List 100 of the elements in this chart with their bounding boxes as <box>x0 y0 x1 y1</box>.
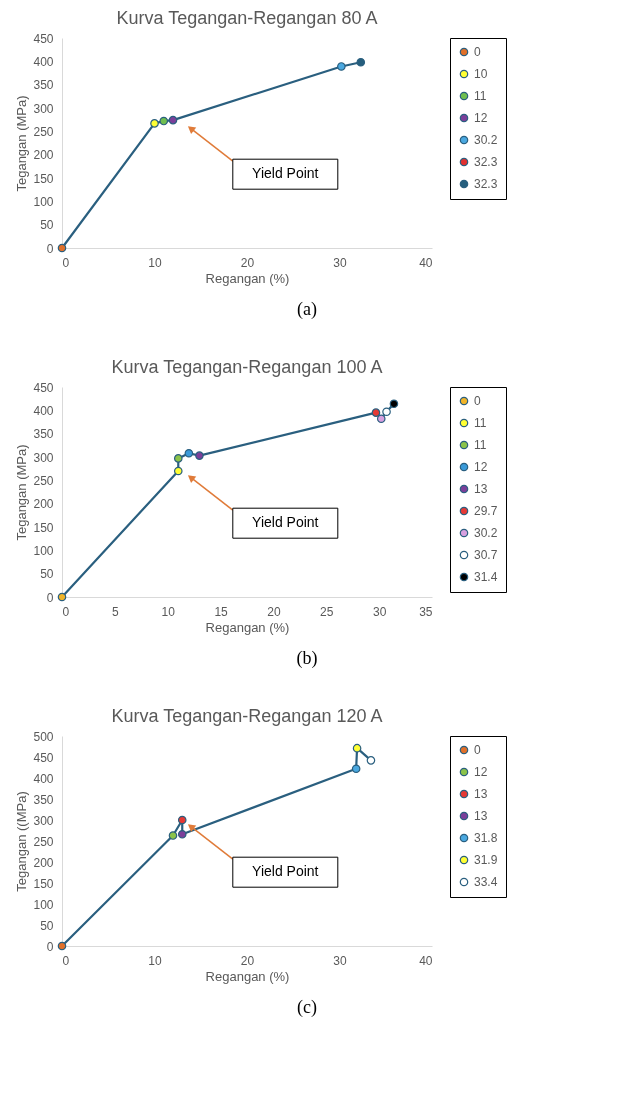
annotation: Yield Point <box>252 863 319 880</box>
legend-label: 29.7 <box>474 504 498 518</box>
legend-label: 30.7 <box>474 548 498 562</box>
legend-label: 11 <box>474 89 487 103</box>
y-tick-label: 50 <box>40 918 54 933</box>
text: (a) <box>297 299 317 320</box>
point <box>184 448 194 458</box>
y-axis-title: Tegangan ((MPa) <box>14 791 30 892</box>
x-tick-label: 0 <box>62 604 70 619</box>
legend-label: 0 <box>474 45 481 59</box>
y-tick-label: 0 <box>46 241 54 256</box>
y-tick-label: 500 <box>33 729 54 744</box>
point <box>356 57 366 67</box>
y-axis-title: Tegangan (MPa) <box>14 444 30 541</box>
y-tick-label: 0 <box>46 939 54 954</box>
y-tick-label: 300 <box>33 101 54 116</box>
point <box>376 414 386 424</box>
legend-label: 31.4 <box>474 570 498 584</box>
point <box>195 451 204 460</box>
point <box>177 829 187 839</box>
legend-label: 11 <box>474 416 487 430</box>
point <box>366 756 376 765</box>
y-tick-label: 400 <box>33 771 54 786</box>
annotation: Yield Point <box>252 514 319 531</box>
x-tick-label: 30 <box>333 255 347 270</box>
x-tick-label: 20 <box>240 255 255 270</box>
y-tick-label: 350 <box>33 78 54 93</box>
x-tick-label: 25 <box>320 604 334 619</box>
x-tick-label: 40 <box>419 255 433 270</box>
y-tick-label: 50 <box>40 567 54 582</box>
legend-label: 0 <box>474 394 481 408</box>
legend-label: 13 <box>474 482 488 496</box>
legend-label: 30.2 <box>474 526 498 540</box>
legend-label: 32.3 <box>474 155 498 169</box>
point <box>371 408 381 417</box>
x-axis-title: Regangan (%) <box>205 270 290 286</box>
point <box>57 592 67 602</box>
x-tick-label: 20 <box>267 604 281 619</box>
x-tick-label: 30 <box>333 953 347 968</box>
y-tick-label: 150 <box>33 520 54 535</box>
y-tick-label: 300 <box>33 450 54 465</box>
point <box>159 116 169 126</box>
x-tick-label: 35 <box>419 604 433 619</box>
x-tick-label: 10 <box>148 953 162 968</box>
x-tick-label: 15 <box>214 604 229 619</box>
y-tick-label: 200 <box>33 855 54 870</box>
point <box>57 941 67 951</box>
y-tick-label: 350 <box>33 792 54 807</box>
point <box>351 764 361 774</box>
point <box>382 407 391 417</box>
y-tick-label: 200 <box>33 497 54 512</box>
legend-label: 32.3 <box>474 177 498 191</box>
x-tick-label: 40 <box>419 953 433 968</box>
point <box>168 115 178 125</box>
y-tick-label: 150 <box>33 171 54 186</box>
point <box>177 815 187 825</box>
point <box>150 119 159 128</box>
text: (b) <box>296 648 318 669</box>
legend-label: 30.2 <box>474 133 498 147</box>
y-tick-label: 450 <box>33 750 54 765</box>
point <box>173 454 183 463</box>
y-tick-label: 250 <box>33 834 54 849</box>
x-tick-label: 30 <box>372 604 387 619</box>
x-tick-label: 0 <box>62 953 70 968</box>
legend-label: 13 <box>474 809 488 823</box>
legend-label: 12 <box>474 765 488 779</box>
y-tick-label: 50 <box>40 218 54 233</box>
y-tick-label: 400 <box>33 403 54 418</box>
y-tick-label: 350 <box>33 427 54 442</box>
point <box>389 399 399 409</box>
legend-label: 33.4 <box>474 875 498 889</box>
chart-title: Kurva Tegangan-Regangan 120 A <box>111 706 383 726</box>
y-tick-label: 250 <box>33 124 54 139</box>
x-axis-title: Regangan (%) <box>205 968 290 984</box>
y-axis-title: Tegangan (MPa) <box>14 95 30 192</box>
legend-label: 10 <box>474 67 488 81</box>
x-axis-title: Regangan (%) <box>205 619 290 635</box>
legend-label: 0 <box>474 743 481 757</box>
y-tick-label: 450 <box>33 380 54 395</box>
x-tick-label: 10 <box>161 604 176 619</box>
point <box>337 62 346 71</box>
annotation: Yield Point <box>252 165 319 182</box>
y-tick-label: 200 <box>33 148 54 163</box>
chart-title: Kurva Tegangan-Regangan 80 A <box>116 8 378 28</box>
point <box>57 243 67 253</box>
y-tick-label: 100 <box>33 897 54 912</box>
x-tick-label: 20 <box>240 953 255 968</box>
y-tick-label: 400 <box>33 54 54 69</box>
text: (c) <box>297 997 317 1018</box>
x-tick-label: 5 <box>112 604 120 619</box>
y-tick-label: 250 <box>33 473 54 488</box>
legend-label: 12 <box>474 111 488 125</box>
point <box>352 743 362 753</box>
legend-label: 13 <box>474 787 488 801</box>
y-tick-label: 100 <box>33 194 54 209</box>
point <box>168 831 178 840</box>
legend-label: 31.8 <box>474 831 498 845</box>
y-tick-label: 300 <box>33 813 54 828</box>
y-tick-label: 450 <box>33 31 54 46</box>
y-tick-label: 150 <box>33 876 54 891</box>
